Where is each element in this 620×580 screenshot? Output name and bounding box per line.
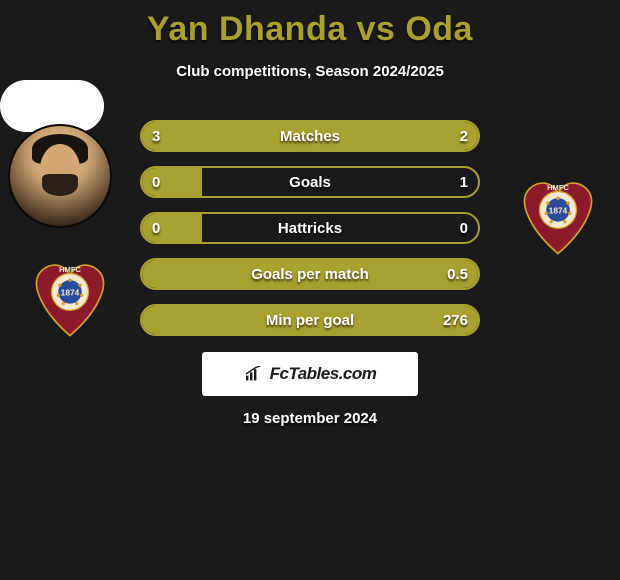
stat-value-right: 276	[443, 304, 468, 336]
player-left-avatar	[8, 124, 112, 228]
heart-crest-icon: HMFC 1874	[516, 178, 600, 262]
site-logo: FcTables.com	[202, 352, 418, 396]
stat-value-right: 0.5	[447, 258, 468, 290]
avatar-beard	[42, 174, 78, 196]
stat-label: Min per goal	[140, 304, 480, 336]
crest-initials: HMFC	[59, 265, 81, 274]
stat-row: Min per goal276	[140, 304, 480, 336]
stat-label: Matches	[140, 120, 480, 152]
stat-label: Goals per match	[140, 258, 480, 290]
stat-value-left: 0	[152, 212, 160, 244]
stat-value-left: 0	[152, 166, 160, 198]
stat-row: Goals0 1	[140, 166, 480, 198]
page-title: Yan Dhanda vs Oda	[0, 0, 620, 49]
stat-label: Hattricks	[140, 212, 480, 244]
crest-year: 1874	[61, 287, 80, 297]
stat-row: Goals per match0.5	[140, 258, 480, 290]
logo-text: FcTables.com	[270, 364, 377, 384]
bar-chart-icon	[244, 366, 264, 382]
crest-initials: HMFC	[547, 183, 569, 192]
stat-bars: Matches32Goals01Hattricks00Goals per mat…	[140, 120, 480, 350]
stat-value-left: 3	[152, 120, 160, 152]
club-crest-right: HMFC 1874	[516, 178, 600, 262]
stat-value-right: 0	[460, 212, 468, 244]
stat-row: Matches3 2	[140, 120, 480, 152]
stat-row: Hattricks0 0	[140, 212, 480, 244]
club-crest-left: HMFC 1874	[28, 260, 112, 344]
subtitle: Club competitions, Season 2024/2025	[0, 63, 620, 80]
stat-value-right: 2	[460, 120, 468, 152]
crest-year: 1874	[549, 205, 568, 215]
stat-value-right: 1	[460, 166, 468, 198]
date-label: 19 september 2024	[0, 410, 620, 427]
stat-label: Goals	[140, 166, 480, 198]
heart-crest-icon: HMFC 1874	[28, 260, 112, 344]
